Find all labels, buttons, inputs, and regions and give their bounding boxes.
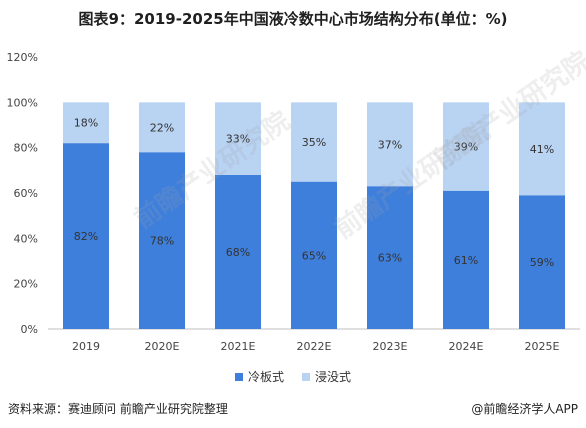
data-label: 35% [302,136,326,149]
bar-segment-cold-plate [291,181,337,329]
bar-segment-cold-plate [215,174,261,329]
bar-segment-cold-plate [63,143,109,329]
legend-item-cold-plate: 冷板式 [234,368,284,385]
data-label: 22% [150,121,174,134]
data-label: 59% [530,256,554,269]
data-label: 65% [302,249,326,262]
source-note: 资料来源：赛迪顾问 前瞻产业研究院整理 [8,402,228,416]
bar-segment-immersion [519,102,565,196]
bar-segment-cold-plate [443,190,489,329]
legend-label-immersion: 浸没式 [315,370,352,384]
data-label: 78% [150,235,174,248]
y-tick-label: 0% [21,323,38,336]
bar-segment-immersion [215,102,261,175]
bar-segment-cold-plate [519,195,565,329]
legend-label-cold-plate: 冷板式 [247,370,284,384]
data-label: 33% [226,133,250,146]
x-tick-label: 2023E [373,340,408,353]
x-tick-label: 2022E [297,340,332,353]
bar-segment-immersion [443,102,489,191]
data-label: 39% [454,141,478,154]
y-tick-label: 40% [14,232,38,245]
data-label: 82% [74,230,98,243]
bar-segment-cold-plate [139,152,185,329]
y-tick-label: 20% [14,278,38,291]
x-tick-label: 2019 [72,340,100,353]
y-tick-label: 120% [7,51,38,64]
y-tick-label: 100% [7,96,38,109]
legend: 冷板式 浸没式 [0,368,586,385]
data-label: 61% [454,254,478,267]
bar-segment-immersion [139,102,185,153]
y-tick-label: 80% [14,142,38,155]
legend-swatch-cold-plate [234,372,243,381]
chart-title: 图表9：2019-2025年中国液冷数中心市场结构分布(单位：%) [78,10,508,28]
x-tick-label: 2025E [525,340,560,353]
x-tick-label: 2021E [221,340,256,353]
x-tick-label: 2024E [449,340,484,353]
data-label: 63% [378,252,402,265]
bar-segment-cold-plate [367,186,413,329]
bar-segment-immersion [367,102,413,187]
y-tick-label: 60% [14,187,38,200]
data-label: 68% [226,246,250,259]
x-tick-label: 2020E [145,340,180,353]
legend-item-immersion: 浸没式 [302,368,351,385]
bar-segment-immersion [63,102,109,144]
data-label: 18% [74,117,98,130]
bar-segment-immersion [291,102,337,182]
credit-note: @前瞻经济学人APP [471,402,578,416]
legend-swatch-immersion [302,372,310,381]
data-label: 37% [378,138,402,151]
data-label: 41% [530,143,554,156]
